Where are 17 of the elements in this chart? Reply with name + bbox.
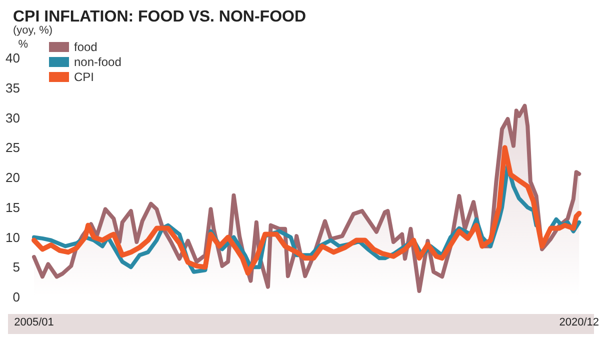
- y-tick-label: 15: [6, 200, 20, 215]
- y-tick-label: 0: [12, 290, 20, 304]
- y-tick-label: 35: [6, 80, 20, 96]
- chart-title: CPI INFLATION: FOOD VS. NON-FOOD: [13, 8, 306, 26]
- y-tick-label: 10: [6, 230, 20, 245]
- y-tick-label: 5: [12, 260, 20, 275]
- legend-label: non-food: [74, 55, 122, 69]
- y-tick-label: 40: [6, 50, 20, 66]
- chart-subtitle: (yoy, %): [13, 24, 53, 36]
- y-tick-label: 30: [6, 110, 20, 126]
- y-axis-title: %: [18, 38, 28, 50]
- legend-label: food: [74, 40, 98, 54]
- x-tick-label: 2005/01: [14, 316, 54, 328]
- y-tick-label: 20: [6, 170, 20, 185]
- x-tick-label: 2020/12: [559, 316, 599, 328]
- legend-label: CPI: [74, 70, 94, 84]
- y-tick-label: 25: [6, 140, 20, 156]
